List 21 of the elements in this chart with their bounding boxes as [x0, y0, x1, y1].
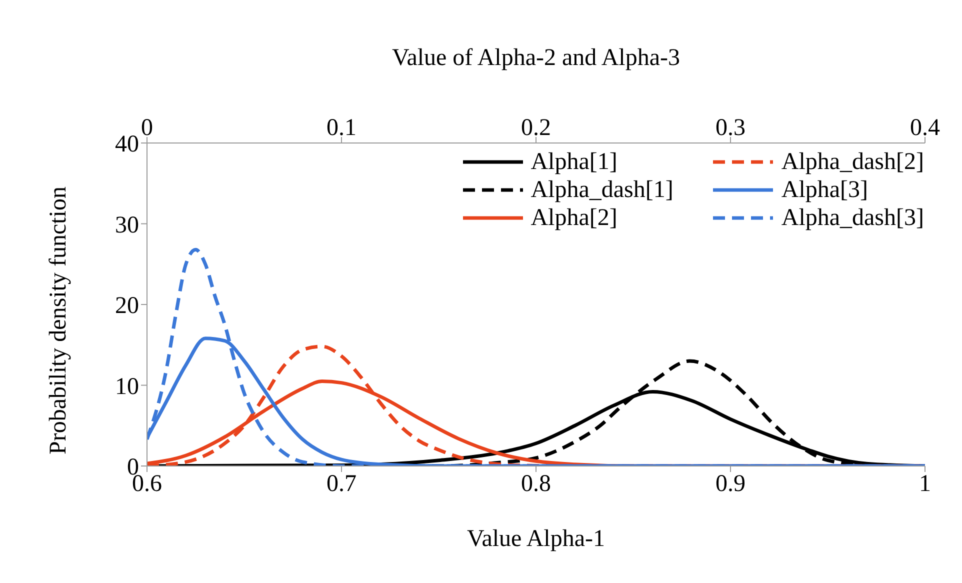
- y-tick-label: 30: [115, 212, 139, 238]
- x-tick-label: 0.7: [326, 471, 356, 498]
- x2-tick-label: 0.4: [910, 115, 940, 141]
- x2-tick-label: 0.3: [716, 115, 746, 141]
- y-tick-label: 20: [115, 293, 139, 320]
- y-tick-label: 10: [115, 374, 139, 400]
- x-axis-title: Value Alpha-1: [467, 526, 605, 552]
- y-tick-label: 40: [115, 132, 139, 158]
- x-tick-label: 0.9: [716, 471, 746, 498]
- legend-label: Alpha_dash[1]: [530, 176, 674, 204]
- legend-label: Alpha_dash[3]: [781, 204, 924, 232]
- x2-tick-label: 0.1: [326, 115, 356, 141]
- x-tick-label: 1: [919, 471, 931, 498]
- x-tick-label: 0.8: [521, 471, 551, 498]
- x2-axis-title: Value of Alpha-2 and Alpha-3: [392, 45, 680, 72]
- legend-label: Alpha[2]: [530, 204, 618, 232]
- legend-label: Alpha_dash[2]: [781, 148, 924, 176]
- x2-tick-label: 0.2: [521, 115, 551, 141]
- y-axis-title: Probability density function: [46, 186, 72, 454]
- legend-label: Alpha[3]: [781, 176, 868, 204]
- legend-label: Alpha[1]: [530, 148, 618, 176]
